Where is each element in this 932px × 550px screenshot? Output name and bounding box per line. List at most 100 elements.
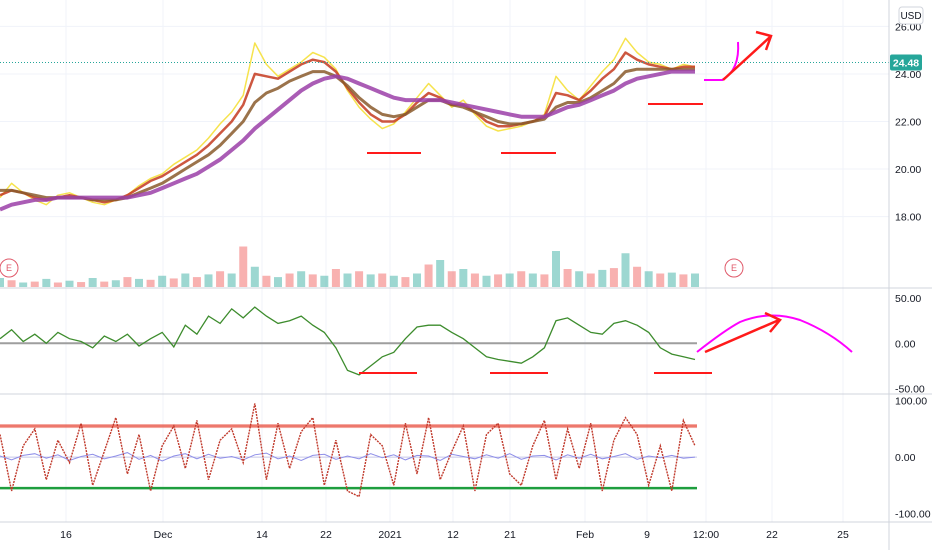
volume-bar (413, 273, 421, 287)
x-tick-label: 21 (504, 529, 516, 541)
volume-bar (621, 253, 630, 287)
earnings-marker (0, 258, 19, 278)
volume-bar (204, 274, 213, 287)
volume-bar (274, 277, 282, 287)
volume-bar (691, 273, 699, 287)
volume-bar (192, 277, 201, 287)
volume-bar (100, 281, 109, 287)
x-tick-label: 14 (256, 529, 268, 541)
volume-bar (575, 271, 584, 287)
time-axis[interactable]: 16 Dec 14 22 2021 12 21 Feb 9 12:00 22 25 (60, 529, 849, 541)
volume-bar (297, 271, 306, 287)
oscillator-1-annotations (359, 311, 853, 374)
oscillator-1-series (0, 306, 697, 376)
volume-bar (308, 274, 317, 287)
y-tick-label: 24.00 (895, 69, 921, 81)
volume-bar (331, 269, 340, 287)
volume-bar (42, 278, 51, 287)
volume-bar (343, 273, 352, 287)
volume-bar (355, 271, 364, 287)
volume-bar (528, 273, 537, 287)
price-series (0, 37, 696, 212)
volume-bar (146, 279, 155, 287)
volume-bar (436, 260, 445, 287)
volume-bar (482, 275, 491, 287)
volume-bar (644, 271, 653, 287)
volume-bar (169, 278, 178, 287)
earnings-marker (724, 258, 744, 278)
volume-bar (239, 246, 248, 287)
volume-bar (447, 271, 456, 287)
volume-bar (19, 282, 28, 287)
oscillator-2-line (0, 452, 696, 462)
x-tick-label: 16 (60, 529, 72, 541)
volume-bar (586, 273, 595, 287)
volume-bar (262, 275, 271, 287)
x-tick-label: 22 (766, 529, 778, 541)
last-price-tag: 24.48 (890, 54, 922, 71)
oscillator-2-line (0, 403, 696, 498)
oscillator-1-arrow-head (764, 311, 782, 333)
volume-bar (30, 281, 39, 287)
earnings-marker-label: E (731, 263, 737, 273)
volume-bar (389, 275, 398, 287)
volume-bar (470, 273, 479, 287)
y-tick-label: 0.00 (895, 452, 916, 464)
volume-bar (517, 271, 526, 287)
volume-bar (656, 273, 665, 287)
x-tick-label: 2021 (378, 529, 402, 541)
volume-bar (53, 282, 62, 287)
oscillator-2-series (0, 403, 697, 498)
volume-bar (459, 269, 468, 287)
oscillator-1-arrow (704, 318, 780, 354)
y-tick-label: 26.00 (895, 21, 921, 33)
price-series-line (0, 69, 695, 212)
volume-bar (540, 274, 549, 287)
volume-bar (65, 280, 74, 287)
earnings-marker-label: E (6, 263, 12, 273)
price-annotations (367, 30, 773, 154)
volume-bar (494, 274, 503, 287)
price-axis[interactable]: 26.00 24.00 22.00 20.00 18.00 50.00 0.00 -50.00… (895, 21, 931, 520)
volume-bar (158, 275, 167, 287)
volume-bar (227, 273, 236, 287)
price-series-line (0, 67, 695, 202)
volume-bar (609, 268, 618, 287)
volume-bar (424, 264, 433, 287)
volume-bar (181, 273, 190, 287)
y-tick-label: 50.00 (895, 293, 921, 305)
volume-bar (667, 272, 676, 287)
volume-bar (505, 273, 514, 287)
y-tick-label: 100.00 (895, 396, 927, 408)
currency-selector[interactable]: USD (898, 6, 924, 25)
volume-bar (0, 278, 4, 287)
y-tick-label: 18.00 (895, 212, 921, 224)
last-price-value: 24.48 (893, 58, 919, 70)
volume-bar (552, 251, 560, 287)
volume-bar (88, 278, 97, 287)
oscillator-1-line (0, 306, 696, 376)
volume-bar (366, 274, 375, 287)
volume-bar (123, 277, 132, 287)
volume-bar (135, 278, 143, 287)
volume-bars (0, 246, 699, 287)
volume-bar (679, 274, 688, 287)
x-tick-label: 22 (320, 529, 332, 541)
y-tick-label: 22.00 (895, 116, 921, 128)
volume-bar (378, 273, 387, 287)
y-tick-label: -50.00 (895, 383, 925, 395)
x-tick-label: 9 (644, 529, 650, 541)
upward-arrow (722, 36, 771, 81)
volume-bar (7, 280, 16, 287)
x-tick-label: Feb (576, 529, 594, 541)
currency-label: USD (900, 11, 921, 22)
volume-bar (633, 266, 642, 287)
volume-bar (216, 271, 225, 287)
volume-bar (320, 275, 329, 287)
y-tick-label: -100.00 (895, 509, 931, 521)
grid-lines (0, 0, 889, 522)
